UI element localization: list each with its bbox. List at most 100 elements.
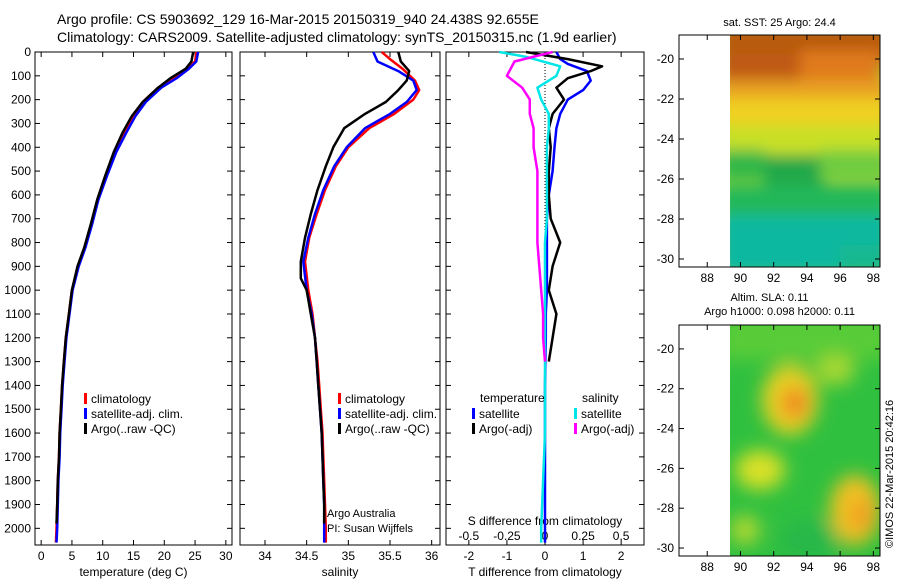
salinity-xtick-label: 35 — [342, 549, 356, 563]
salinity-series-line — [299, 51, 411, 524]
sla-map-xtick-label: 90 — [734, 560, 748, 574]
temperature-legend-swatch — [84, 408, 87, 419]
imos-credit: ©IMOS 22-Mar-2015 20:42:16 — [884, 400, 896, 548]
salinity-xtick-label: 34 — [258, 549, 272, 563]
sla-map-xtick-label: 98 — [867, 560, 881, 574]
sla-map-xtick-label: 88 — [701, 560, 715, 574]
salinity-frame — [239, 51, 441, 546]
depth-tick-label: 1600 — [4, 426, 31, 440]
difference-legend-swatch — [472, 423, 475, 434]
difference-legend-swatch — [574, 408, 577, 419]
salinity-diff-tick-label: 0.5 — [613, 529, 630, 543]
salinity-diff-tick-label: -0.25 — [493, 529, 521, 543]
temperature-xtick-label: 30 — [219, 549, 233, 563]
sla-map-ytick-label: -20 — [657, 342, 675, 356]
salinity-series-line — [302, 51, 418, 543]
temperature-frame — [34, 51, 233, 546]
temperature-legend-swatch — [84, 393, 87, 404]
sla-map-ytick-label: -28 — [657, 501, 675, 515]
temperature-xtick-label: 5 — [69, 549, 76, 563]
figure-title-line-2: Climatology: CARS2009. Satellite-adjuste… — [57, 29, 617, 45]
sst-map-ytick-label: -30 — [657, 252, 675, 266]
temperature-panel: 0 5 10 15 20 25 300100200300400500600700800900… — [4, 45, 233, 579]
salinity-diff-tick-label: 0.25 — [571, 529, 595, 543]
salinity-legend-swatch — [338, 393, 341, 404]
salinity-legend-swatch — [338, 408, 341, 419]
salinity-legend-label: Argo(..raw -QC) — [345, 422, 430, 436]
salinity-legend-swatch — [338, 423, 341, 434]
depth-tick-label: 0 — [24, 45, 31, 59]
difference-series-line — [499, 50, 562, 543]
depth-tick-label: 1000 — [4, 283, 31, 297]
sla-map-title-line: Argo h1000: 0.098 h2000: 0.11 — [704, 306, 855, 318]
salinity-xtick-label: 34.5 — [295, 549, 319, 563]
sst-map-xtick-label: 88 — [701, 271, 715, 285]
sst-map-ytick-label: -26 — [657, 172, 675, 186]
legend-header-temperature: temperature — [480, 391, 545, 405]
salinity-legend-label: satellite-adj. clim. — [345, 407, 437, 421]
sla-map-image — [730, 325, 880, 556]
difference-legend-label: satellite — [479, 407, 520, 421]
sla-map-ytick-label: -24 — [657, 422, 675, 436]
difference-xtick-label: 1 — [580, 549, 587, 563]
sst-map-title: sat. SST: 25 Argo: 24.4 — [723, 17, 836, 29]
sla-map-frame — [678, 324, 881, 557]
depth-tick-label: 1900 — [4, 498, 31, 512]
depth-tick-label: 400 — [11, 140, 31, 154]
difference-legend-swatch — [472, 408, 475, 419]
temperature-legend-label: climatology — [91, 392, 151, 406]
legend-header-salinity: salinity — [582, 391, 619, 405]
temperature-legend-label: satellite-adj. clim. — [91, 407, 183, 421]
temperature-xtick-label: 25 — [188, 549, 202, 563]
depth-tick-label: 300 — [11, 116, 31, 130]
sst-map-panel: 88 90 92 94 96 98 -20 -22 -24 -26 -28 -30 sat. SST: … — [657, 17, 881, 285]
temperature-series-line — [55, 51, 195, 524]
depth-tick-label: 200 — [11, 93, 31, 107]
salinity-diff-tick-label: -0.5 — [459, 529, 480, 543]
sst-map-ytick-label: -22 — [657, 92, 675, 106]
depth-tick-label: 2000 — [4, 521, 31, 535]
sst-map-ytick-label: -20 — [657, 52, 675, 66]
temperature-xtick-label: 15 — [127, 549, 141, 563]
sst-map-xtick-label: 94 — [800, 271, 814, 285]
sla-map-ytick-label: -30 — [657, 541, 675, 555]
temperature-legend-label: Argo(..raw -QC) — [91, 422, 176, 436]
sst-map-xtick-label: 90 — [734, 271, 748, 285]
float-owner-annotation: Argo Australia — [327, 508, 396, 520]
depth-tick-label: 1800 — [4, 474, 31, 488]
sla-map-xtick-label: 92 — [767, 560, 781, 574]
salinity-panel: 34 34.5 35 35.5 36 salinity climatologysatelli… — [239, 51, 441, 579]
difference-xtick-label: 0 — [542, 549, 549, 563]
difference-legend-swatch — [574, 423, 577, 434]
sla-map-panel: 88 90 92 94 96 98 -20 -22 -24 -26 -28 -30 Altim. SLA… — [657, 292, 881, 574]
sla-map-ytick-label: -22 — [657, 382, 675, 396]
depth-tick-label: 500 — [11, 164, 31, 178]
sla-map-xtick-label: 94 — [800, 560, 814, 574]
difference-xtick-label: -2 — [464, 549, 475, 563]
sst-map-ytick-label: -28 — [657, 212, 675, 226]
sla-map-ytick-label: -26 — [657, 461, 675, 475]
depth-tick-label: 1300 — [4, 355, 31, 369]
depth-tick-label: 1700 — [4, 450, 31, 464]
difference-series-line — [505, 50, 553, 362]
depth-tick-label: 1500 — [4, 402, 31, 416]
sla-map-xtick-label: 96 — [833, 560, 847, 574]
difference-xlabel: T difference from climatology — [468, 565, 622, 579]
temperature-xtick-label: 0 — [38, 549, 45, 563]
sla-map-title-line: Altim. SLA: 0.11 — [730, 292, 808, 304]
sst-map-frame — [678, 34, 881, 268]
salinity-xtick-label: 36 — [425, 549, 439, 563]
float-owner-annotation: PI: Susan Wijffels — [327, 523, 413, 535]
depth-tick-label: 1100 — [5, 307, 31, 321]
sst-map-xtick-label: 98 — [867, 271, 881, 285]
figure-title-line-1: Argo profile: CS 5903692_129 16-Mar-2015… — [57, 11, 539, 27]
temperature-xtick-label: 20 — [158, 549, 172, 563]
difference-xtick-label: 2 — [618, 549, 625, 563]
difference-series-line — [525, 50, 604, 362]
depth-tick-label: 800 — [11, 236, 31, 250]
sst-map-ytick-label: -24 — [657, 132, 675, 146]
salinity-legend-label: climatology — [345, 392, 405, 406]
difference-legend-label: Argo(-adj) — [479, 422, 532, 436]
